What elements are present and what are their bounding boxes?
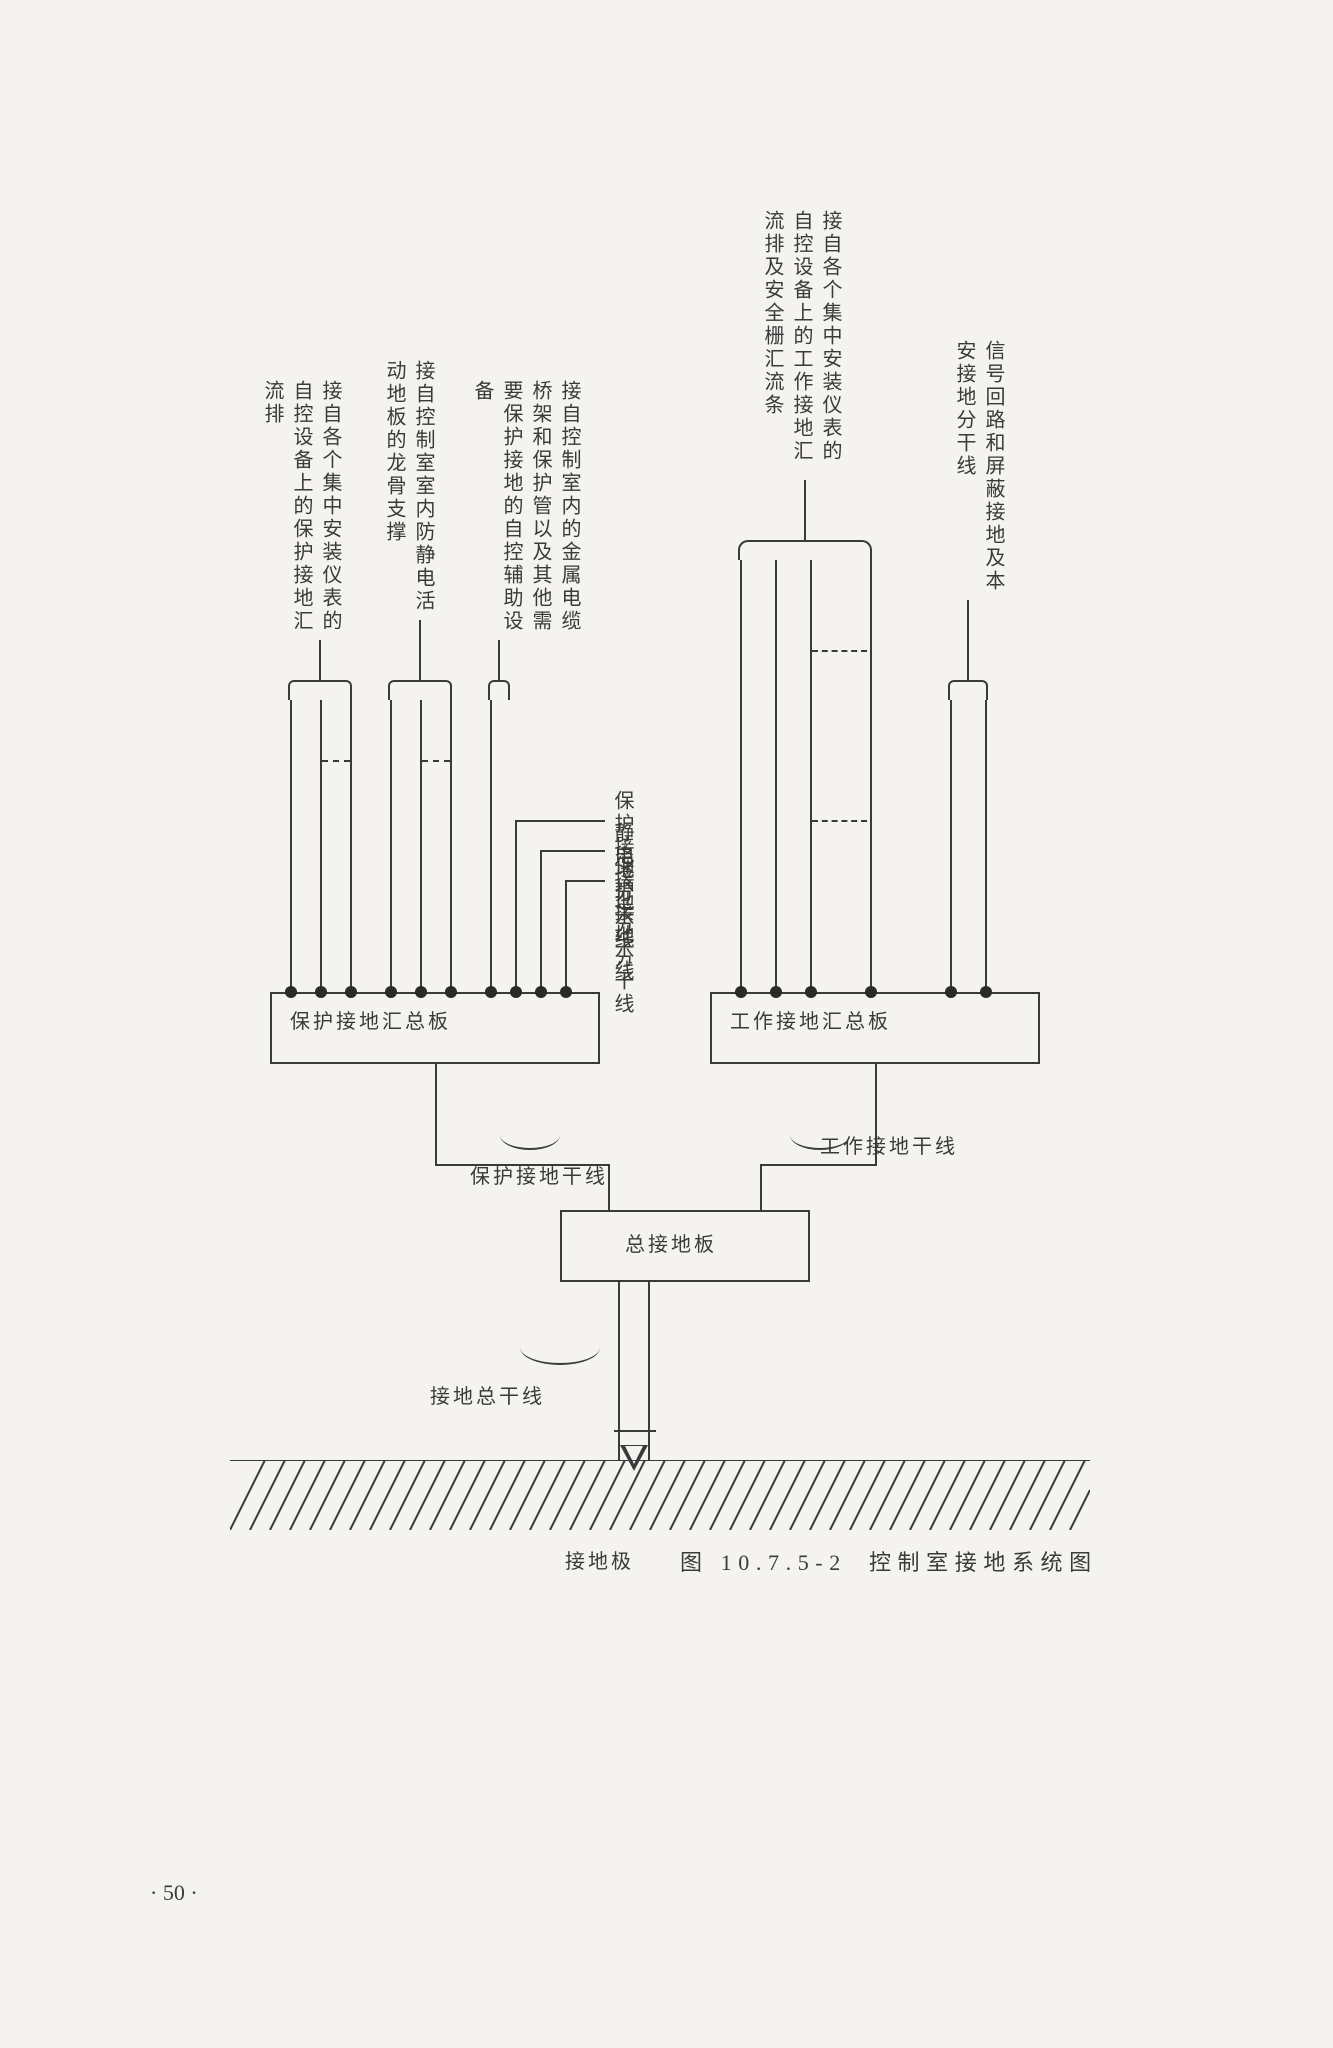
drop-line [540, 850, 542, 992]
label-trunk-right: 工作接地干线 [820, 1130, 958, 1159]
label-top-right-1: 接自各个集中安装仪表的自控设备上的工作接地汇流排及安全栅汇流条 [758, 210, 845, 480]
label-top-right-2: 信号回路和屏蔽接地及本安接地分干线 [950, 340, 1008, 600]
bracket [288, 680, 352, 700]
arc-decoration [520, 1330, 600, 1365]
terminal-dot [510, 986, 522, 998]
drop-line [775, 560, 777, 992]
terminal-dot [560, 986, 572, 998]
terminal-dot [415, 986, 427, 998]
drop-line [320, 700, 322, 992]
drop-line [490, 700, 492, 992]
drop-line [985, 700, 987, 992]
drop-line [515, 820, 517, 992]
dashed-line [422, 760, 450, 762]
trunk-line [435, 1064, 437, 1164]
label-main-trunk: 接地总干线 [430, 1380, 545, 1409]
terminal-dot [735, 986, 747, 998]
bracket-stem [804, 480, 806, 540]
drop-line [565, 880, 567, 992]
main-plate-label: 总接地板 [625, 1228, 717, 1257]
arc-decoration [500, 1120, 560, 1150]
caption-title: 控制室接地系统图 [869, 1550, 1098, 1575]
label-electrode: 接地极 [565, 1545, 634, 1574]
arrow-cap [614, 1430, 656, 1432]
terminal-dot [945, 986, 957, 998]
terminal-dot [805, 986, 817, 998]
terminal-dot [980, 986, 992, 998]
trunk-line [608, 1164, 610, 1210]
terminal-dot [385, 986, 397, 998]
drop-line [810, 560, 812, 992]
terminal-dot [285, 986, 297, 998]
dashed-line [322, 760, 350, 762]
drop-line [740, 560, 742, 992]
trunk-line [760, 1164, 762, 1210]
drop-line [290, 700, 292, 992]
terminal-dot [485, 986, 497, 998]
branch-line [540, 850, 605, 852]
terminal-dot [345, 986, 357, 998]
bus-left-label: 保护接地汇总板 [290, 1005, 451, 1034]
drop-line [350, 700, 352, 992]
terminal-dot [865, 986, 877, 998]
label-mid-left-3: 保护接地分干线 [608, 855, 637, 1016]
page-number: · 50 · [150, 1880, 198, 1906]
terminal-dot [770, 986, 782, 998]
bracket-stem [967, 600, 969, 680]
diagram-page: 保护接地汇总板 工作接地汇总板 [0, 0, 1333, 2048]
bracket-stem [419, 620, 421, 680]
drop-line [950, 700, 952, 992]
bracket [388, 680, 452, 700]
figure-caption: 图 10.7.5-2 控制室接地系统图 [680, 1545, 1098, 1577]
bracket [738, 540, 872, 560]
drop-line [450, 700, 452, 992]
trunk-line [760, 1164, 877, 1166]
label-top-left-2: 接自控制室室内防静电活动地板的龙骨支撑 [380, 360, 438, 620]
branch-line [565, 880, 605, 882]
bracket [488, 680, 510, 700]
bracket-stem [319, 640, 321, 680]
dashed-line [812, 650, 867, 652]
main-trunk-line [618, 1282, 620, 1460]
drop-line [390, 700, 392, 992]
main-trunk-line [648, 1282, 650, 1460]
bracket [948, 680, 988, 700]
drop-line [420, 700, 422, 992]
terminal-dot [445, 986, 457, 998]
caption-prefix: 图 10.7.5-2 [680, 1550, 847, 1575]
drop-line [870, 560, 872, 992]
bus-right-label: 工作接地汇总板 [730, 1005, 891, 1034]
dashed-line [812, 820, 867, 822]
label-top-left-3: 接自控制室内的金属电缆桥架和保护管以及其他需要保护接地的自控辅助设备 [468, 380, 584, 640]
ground-hatch [230, 1460, 1090, 1530]
branch-line [515, 820, 605, 822]
terminal-dot [315, 986, 327, 998]
label-top-left-1: 接自各个集中安装仪表的自控设备上的保护接地汇流排 [258, 380, 345, 640]
bracket-stem [498, 640, 500, 680]
label-trunk-left: 保护接地干线 [470, 1160, 608, 1189]
terminal-dot [535, 986, 547, 998]
